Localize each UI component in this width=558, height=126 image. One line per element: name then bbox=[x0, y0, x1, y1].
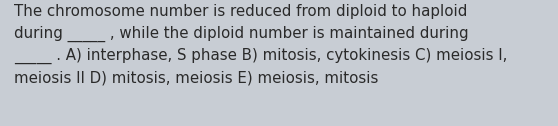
Text: The chromosome number is reduced from diploid to haploid
during _____ , while th: The chromosome number is reduced from di… bbox=[14, 4, 507, 86]
